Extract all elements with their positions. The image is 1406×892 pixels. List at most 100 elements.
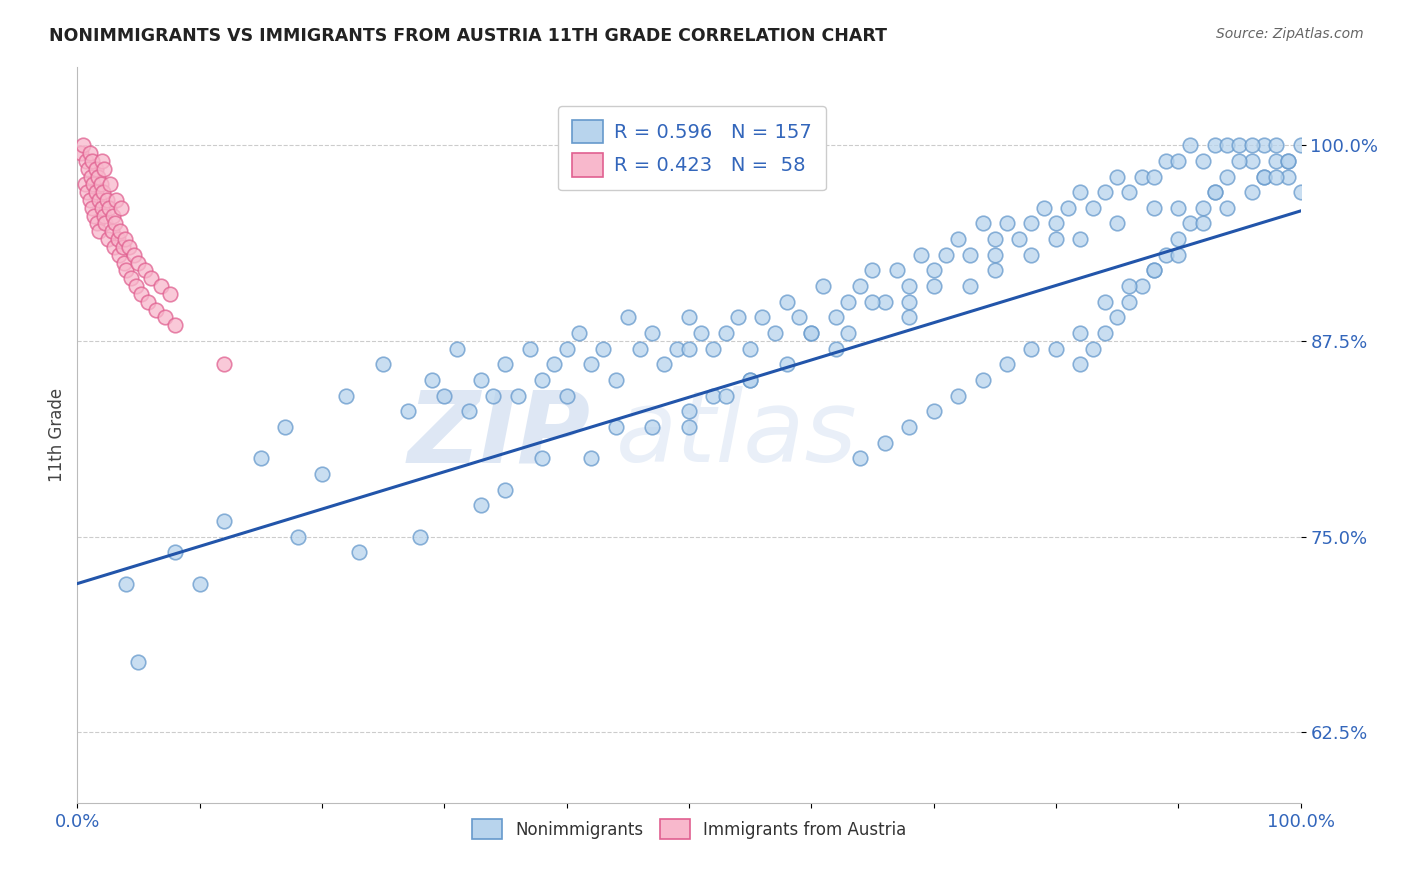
Point: [641, 420, 664, 434]
Point: [1045, 232, 1067, 246]
Point: [91, 185, 114, 199]
Point: [93, 161, 115, 176]
Point: [1143, 263, 1166, 277]
Point: [127, 255, 149, 269]
Point: [115, 576, 138, 591]
Point: [824, 342, 846, 356]
Point: [125, 279, 148, 293]
Point: [1021, 217, 1043, 231]
Point: [776, 358, 799, 372]
Point: [654, 358, 676, 372]
Point: [1253, 169, 1275, 184]
Point: [72, 138, 94, 153]
Point: [165, 545, 187, 559]
Text: Source: ZipAtlas.com: Source: ZipAtlas.com: [1216, 27, 1364, 41]
Point: [1081, 342, 1104, 356]
Point: [396, 404, 419, 418]
Point: [1130, 279, 1153, 293]
Point: [714, 326, 737, 340]
Point: [1180, 217, 1202, 231]
Point: [592, 342, 614, 356]
Point: [873, 294, 896, 309]
Point: [972, 217, 994, 231]
Point: [371, 358, 394, 372]
Point: [165, 318, 187, 333]
Point: [1094, 326, 1116, 340]
Point: [641, 326, 664, 340]
Point: [90, 153, 112, 168]
Point: [813, 279, 835, 293]
Point: [108, 224, 131, 238]
Point: [555, 342, 578, 356]
Point: [433, 389, 456, 403]
Point: [335, 389, 357, 403]
Text: NONIMMIGRANTS VS IMMIGRANTS FROM AUSTRIA 11TH GRADE CORRELATION CHART: NONIMMIGRANTS VS IMMIGRANTS FROM AUSTRIA…: [49, 27, 887, 45]
Point: [114, 232, 136, 246]
Point: [1253, 169, 1275, 184]
Point: [250, 451, 273, 466]
Point: [568, 326, 591, 340]
Point: [108, 248, 131, 262]
Point: [1008, 232, 1031, 246]
Point: [678, 404, 700, 418]
Point: [98, 201, 121, 215]
Point: [112, 255, 135, 269]
Point: [127, 655, 149, 669]
Point: [849, 279, 872, 293]
Point: [1277, 153, 1299, 168]
Point: [90, 201, 112, 215]
Point: [1143, 201, 1166, 215]
Point: [75, 153, 97, 168]
Point: [134, 263, 156, 277]
Point: [1289, 185, 1312, 199]
Point: [89, 193, 111, 207]
Point: [898, 420, 921, 434]
Point: [103, 240, 125, 254]
Point: [946, 389, 969, 403]
Point: [898, 279, 921, 293]
Point: [1045, 217, 1067, 231]
Point: [1107, 217, 1129, 231]
Point: [1265, 138, 1288, 153]
Point: [89, 224, 111, 238]
Point: [617, 310, 640, 325]
Point: [420, 373, 443, 387]
Point: [862, 263, 884, 277]
Point: [1107, 169, 1129, 184]
Point: [935, 248, 957, 262]
Point: [82, 178, 104, 192]
Point: [1032, 201, 1054, 215]
Point: [1069, 185, 1091, 199]
Point: [1094, 294, 1116, 309]
Point: [1021, 248, 1043, 262]
Point: [457, 404, 479, 418]
Point: [1216, 138, 1239, 153]
Point: [800, 326, 823, 340]
Point: [702, 389, 724, 403]
Point: [83, 209, 105, 223]
Point: [446, 342, 468, 356]
Point: [1289, 138, 1312, 153]
Point: [1143, 169, 1166, 184]
Point: [212, 358, 235, 372]
Point: [1167, 153, 1189, 168]
Point: [1094, 185, 1116, 199]
Point: [1229, 153, 1251, 168]
Point: [776, 294, 799, 309]
Point: [111, 240, 134, 254]
Point: [946, 232, 969, 246]
Point: [824, 310, 846, 325]
Point: [555, 389, 578, 403]
Point: [1045, 342, 1067, 356]
Point: [922, 263, 945, 277]
Point: [727, 310, 749, 325]
Point: [1204, 138, 1226, 153]
Point: [873, 435, 896, 450]
Point: [984, 232, 1007, 246]
Point: [1277, 153, 1299, 168]
Point: [87, 169, 110, 184]
Point: [984, 248, 1007, 262]
Point: [1143, 263, 1166, 277]
Point: [145, 302, 167, 317]
Point: [678, 342, 700, 356]
